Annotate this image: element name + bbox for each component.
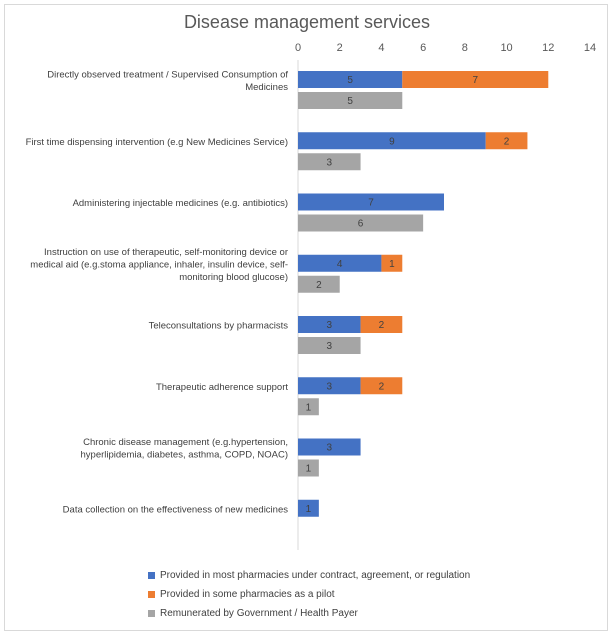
bar-segment bbox=[298, 153, 361, 171]
bar-segment bbox=[298, 337, 361, 354]
bar-segment bbox=[298, 499, 319, 517]
bar-segment bbox=[298, 214, 424, 232]
legend-item: Remunerated by Government / Health Payer bbox=[148, 604, 470, 623]
bar-segment bbox=[360, 377, 403, 395]
category-label: Teleconsultations by pharmacists bbox=[149, 321, 289, 332]
legend-swatch bbox=[148, 591, 155, 598]
x-tick-label: 14 bbox=[584, 42, 596, 54]
x-tick-label: 0 bbox=[295, 42, 301, 54]
legend-label: Provided in some pharmacies as a pilot bbox=[160, 589, 335, 600]
bar-segment bbox=[298, 275, 340, 293]
legend: Provided in most pharmacies under contra… bbox=[148, 566, 470, 623]
legend-swatch bbox=[148, 610, 155, 617]
x-tick-label: 8 bbox=[462, 42, 468, 54]
category-label: Therapeutic adherence support bbox=[156, 382, 288, 393]
category-label: Data collection on the effectiveness of … bbox=[63, 504, 289, 515]
data-label: 2 bbox=[379, 381, 385, 392]
legend-label: Remunerated by Government / Health Payer bbox=[160, 608, 358, 619]
data-label: 5 bbox=[347, 96, 353, 107]
data-label: 1 bbox=[306, 504, 312, 515]
data-label: 1 bbox=[306, 464, 312, 475]
category-label: First time dispensing intervention (e.g … bbox=[26, 137, 288, 148]
data-label: 1 bbox=[389, 259, 395, 270]
data-label: 2 bbox=[379, 320, 385, 331]
bar-segment bbox=[298, 71, 403, 88]
data-label: 7 bbox=[473, 75, 479, 86]
data-label: 3 bbox=[327, 381, 333, 392]
category-labels: Directly observed treatment / Supervised… bbox=[26, 69, 289, 515]
category-label: Chronic disease management (e.g.hyperten… bbox=[81, 437, 289, 461]
data-label: 1 bbox=[306, 402, 312, 413]
bar-segment bbox=[298, 459, 319, 477]
bar-segment bbox=[298, 398, 319, 416]
data-label: 2 bbox=[504, 136, 510, 147]
bar-segment bbox=[402, 71, 549, 88]
category-label: Administering injectable medicines (e.g.… bbox=[73, 198, 288, 209]
x-tick-label: 2 bbox=[337, 42, 343, 54]
data-label: 6 bbox=[358, 219, 364, 230]
bar-segment bbox=[360, 316, 403, 333]
x-tick-label: 10 bbox=[500, 42, 512, 54]
chart-title: Disease management services bbox=[183, 12, 431, 32]
bar-segment bbox=[381, 254, 403, 272]
x-tick-label: 12 bbox=[542, 42, 554, 54]
category-label: Directly observed treatment / Supervised… bbox=[47, 69, 288, 93]
data-label: 7 bbox=[368, 198, 374, 209]
data-label: 3 bbox=[327, 443, 333, 454]
data-label: 3 bbox=[327, 157, 333, 168]
legend-item: Provided in most pharmacies under contra… bbox=[148, 566, 470, 585]
data-label: 3 bbox=[327, 320, 333, 331]
category-label: Instruction on use of therapeutic, self-… bbox=[30, 247, 288, 283]
data-label: 3 bbox=[327, 341, 333, 352]
legend-label: Provided in most pharmacies under contra… bbox=[160, 570, 471, 581]
bar-segment bbox=[298, 377, 361, 395]
x-axis: 0 2 4 6 8 10 12 14 bbox=[295, 42, 596, 550]
data-label: 9 bbox=[389, 136, 395, 147]
x-tick-label: 4 bbox=[378, 42, 384, 54]
legend-item: Provided in some pharmacies as a pilot bbox=[148, 585, 470, 604]
bar-segment bbox=[485, 132, 528, 150]
bar-segment bbox=[298, 438, 361, 456]
bar-segment bbox=[298, 193, 444, 211]
data-label: 5 bbox=[347, 75, 353, 86]
bar-segment bbox=[298, 132, 486, 150]
data-label: 2 bbox=[316, 280, 322, 291]
x-tick-label: 6 bbox=[420, 42, 426, 54]
legend-swatch bbox=[148, 572, 155, 579]
bar-segment bbox=[298, 254, 382, 272]
data-label: 4 bbox=[337, 259, 343, 270]
bar-segment bbox=[298, 92, 403, 109]
bar-segment bbox=[298, 316, 361, 333]
